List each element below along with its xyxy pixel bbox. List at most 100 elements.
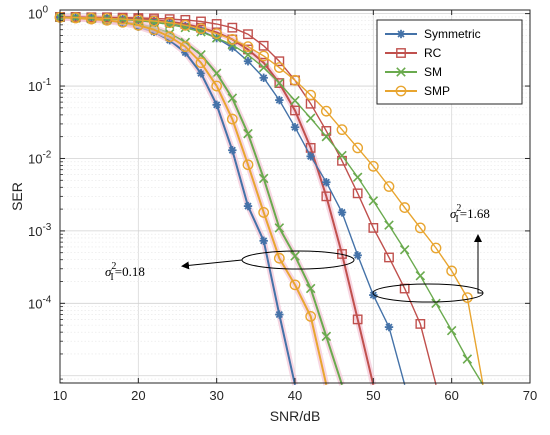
marker-stroke: [415, 271, 426, 281]
marker-core: [277, 98, 282, 103]
data-point: [415, 271, 426, 281]
marker-stroke: [305, 113, 316, 123]
series-smp-high: [54, 11, 484, 385]
data-point: [352, 314, 363, 325]
data-point: [289, 74, 301, 86]
x-tick-label: 60: [444, 388, 458, 403]
data-point: [196, 69, 206, 78]
data-point: [259, 73, 268, 82]
marker-core: [293, 125, 297, 130]
data-point: [259, 236, 268, 246]
data-point: [290, 95, 300, 106]
x-tick-label: 30: [209, 388, 223, 403]
data-point: [337, 208, 347, 217]
marker-core: [340, 210, 344, 215]
data-point: [195, 57, 207, 69]
grid: [60, 10, 530, 384]
y-tick-label: 10-2: [28, 149, 52, 166]
marker-core: [324, 180, 329, 185]
data-point: [164, 31, 176, 43]
data-point: [243, 128, 253, 139]
marker-stroke: [258, 62, 269, 73]
data-point: [243, 201, 253, 211]
annotation-label-high: σ2 I=1.68: [450, 203, 490, 225]
legend-entry-sm: SM: [385, 65, 442, 79]
x-tick-label: 10: [53, 388, 67, 403]
data-point: [211, 68, 222, 79]
marker-stroke: [227, 40, 238, 50]
y-axis-label: SER: [9, 182, 25, 211]
legend-entry-symmetric: Symmetric: [385, 27, 481, 41]
data-point: [446, 265, 458, 277]
x-tick-label: 50: [366, 388, 380, 403]
data-point: [306, 152, 315, 161]
marker-stroke: [274, 223, 285, 233]
data-point: [290, 123, 300, 132]
x-axis-label: SNR/dB: [270, 408, 321, 424]
data-point: [305, 113, 316, 123]
data-point: [148, 15, 160, 27]
marker-stroke: [321, 131, 332, 142]
legend-marker: [396, 29, 406, 39]
data-point: [243, 50, 253, 60]
data-point: [258, 50, 270, 62]
x-tick-label: 40: [288, 388, 302, 403]
marker-core: [214, 102, 219, 107]
data-point: [258, 207, 270, 218]
data-point: [211, 19, 222, 29]
marker-core: [246, 204, 250, 209]
marker-core: [387, 325, 391, 330]
data-point: [337, 150, 347, 161]
data-point: [275, 310, 284, 319]
data-point: [321, 331, 332, 342]
data-point: [367, 160, 379, 172]
data-point: [274, 223, 285, 233]
y-tick-label: 10-4: [28, 294, 52, 311]
annotation-arrow-low: [181, 259, 243, 270]
data-point: [399, 244, 410, 255]
data-point: [226, 34, 238, 45]
data-point: [368, 196, 379, 206]
data-point: [384, 252, 394, 263]
marker-core: [308, 154, 313, 159]
marker-stroke: [180, 22, 191, 33]
data-point: [196, 16, 206, 27]
data-point: [180, 14, 191, 25]
data-point: [242, 159, 254, 171]
data-point: [274, 78, 285, 88]
data-point: [179, 41, 191, 53]
ticks: 10 20 30 40 50 60 70 100 10-1 10-2 10-3 10-4: [28, 5, 537, 403]
data-point: [399, 202, 411, 213]
data-point: [85, 12, 97, 24]
data-point: [227, 93, 238, 103]
marker-core: [230, 148, 235, 153]
marker-stroke: [399, 244, 410, 255]
data-point: [101, 12, 113, 24]
data-point: [352, 188, 363, 199]
data-point: [462, 354, 473, 364]
marker-core: [355, 253, 360, 258]
series-layer: [54, 11, 484, 386]
marker-stroke: [352, 172, 363, 183]
marker-stroke: [290, 95, 300, 106]
legend: Symmetric RC SM SMP: [376, 19, 523, 105]
series-line: [60, 16, 437, 385]
data-point: [274, 56, 285, 67]
marker-stroke: [368, 196, 379, 206]
marker-stroke: [462, 354, 473, 364]
data-point: [243, 29, 253, 40]
data-point: [274, 78, 285, 88]
data-point: [352, 172, 363, 183]
data-point: [273, 62, 285, 73]
marker-stroke: [243, 50, 253, 60]
marker-stroke: [384, 220, 394, 230]
legend-label: SM: [424, 65, 442, 79]
data-point: [320, 105, 332, 117]
data-point: [414, 222, 426, 234]
data-point: [211, 28, 223, 39]
data-point: [431, 298, 441, 309]
data-point: [211, 80, 223, 92]
data-point: [258, 62, 269, 73]
data-point: [305, 283, 316, 294]
